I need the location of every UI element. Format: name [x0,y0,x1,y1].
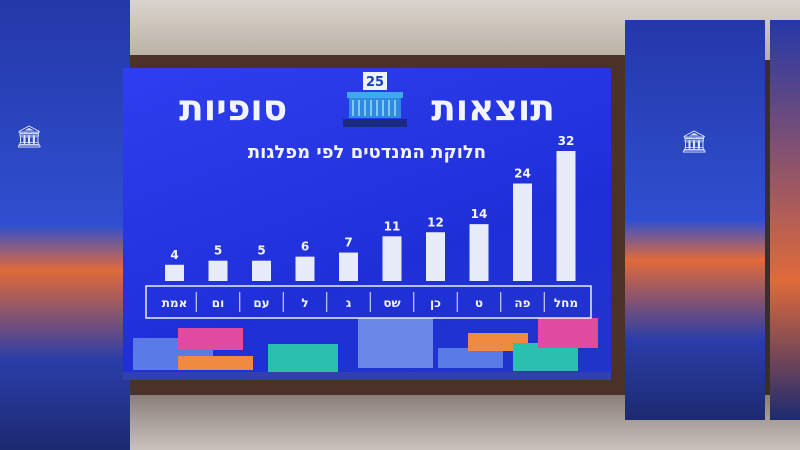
bar-ט [469,224,489,281]
category-label: שס [383,296,400,310]
elections-logo: 25 [343,72,407,127]
chart-title: חלוקת המנדטים לפי מפלגות [247,142,487,163]
data-label: 4 [170,248,178,262]
bar-ג [339,252,358,281]
bar-ום [208,260,228,281]
category-label: ג [346,296,352,310]
far-pillar [770,20,800,420]
bar-עם [252,260,271,281]
title-word-final: סופיות [179,88,288,129]
category-label: ל [301,296,308,310]
data-label: 12 [427,215,444,229]
bar-ל [295,256,315,281]
bar-כן [426,232,445,281]
category-label: כן [430,296,441,310]
page-title: תוצאות סופיות [123,88,611,129]
category-label: ום [212,296,224,310]
category-label: מחל [554,296,578,310]
bar-אמת [165,264,184,281]
right-pillar: 🏛 [625,20,765,420]
results-screen: תוצאות סופיות 25 חלוקת המנדטים לפי מפלגות… [123,68,611,380]
decorative-blocks [123,318,611,380]
category-axis-box [145,285,592,319]
svg-text:25: 25 [366,75,384,90]
category-label: אמת [162,296,188,310]
category-label: עם [253,296,269,310]
seats-bar-chart: 32 מחל 24 פה 14 ט 12 כן 11 שס 7 ג 6 ל 5 עם 5 ום 4 אמת [145,134,592,319]
data-label: 32 [558,134,575,148]
category-label: ט [475,296,483,310]
bar-שס [382,236,402,281]
title-word-results: תוצאות [431,88,555,129]
data-label: 5 [214,244,222,258]
data-label: 7 [344,236,352,250]
knesset-logo-icon: 🏛 [680,130,708,155]
data-label: 5 [257,244,265,258]
data-label: 14 [471,207,488,221]
left-pillar: 🏛 [0,0,130,450]
data-label: 11 [384,219,401,233]
bar-מחל [556,151,576,281]
bar-פה [513,183,532,281]
data-label: 6 [301,240,309,254]
knesset-logo-icon: 🏛 [15,125,43,150]
category-label: פה [514,296,530,310]
data-label: 24 [514,167,531,181]
